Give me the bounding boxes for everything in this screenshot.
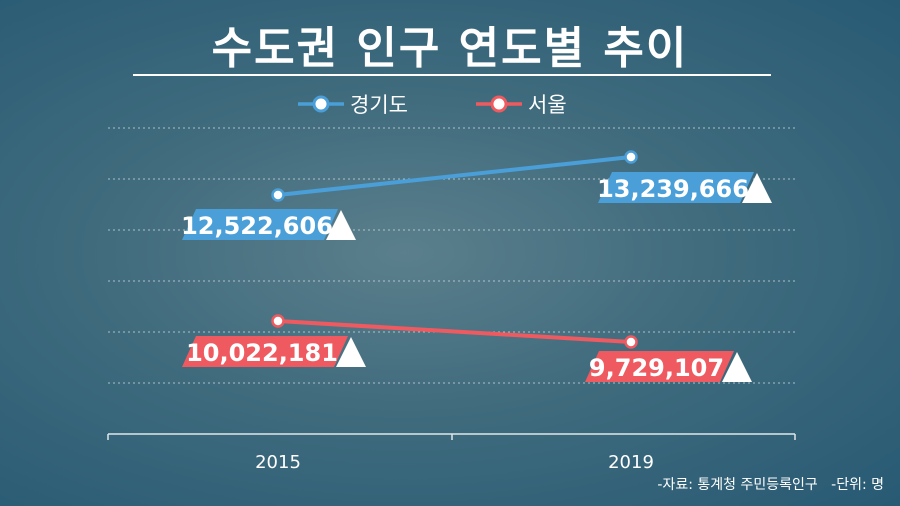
series-layer: 12,522,606 13,239,666 10,022,181 9,729,107	[181, 150, 772, 382]
source-note: -자료: 통계청 주민등록인구 -단위: 명	[657, 474, 884, 494]
data-point-1-1	[624, 335, 638, 349]
data-point-0-0	[271, 188, 285, 202]
source-text: -자료: 통계청 주민등록인구	[657, 477, 818, 493]
value-label-bg-1-1	[585, 351, 734, 382]
chart-title: 수도권 인구 연도별 추이	[211, 23, 689, 74]
legend-marker-0	[312, 95, 330, 113]
legend: 경기도 서울	[298, 93, 567, 117]
unit-text: -단위: 명	[831, 477, 884, 493]
value-label-1-1: 9,729,107	[589, 354, 724, 382]
x-tick-label-2019: 2019	[608, 452, 654, 473]
value-label-0-0: 12,522,606	[181, 212, 333, 240]
series-line-0	[277, 155, 632, 197]
data-point-0-1	[624, 150, 638, 164]
value-change-triangle-0-0	[326, 210, 356, 240]
x-tick-label-2015: 2015	[255, 452, 301, 473]
x-axis: 2015 2019	[107, 433, 796, 473]
legend-label-1: 서울	[528, 93, 567, 117]
data-point-1-0	[271, 314, 285, 328]
value-change-triangle-1-0	[336, 337, 366, 367]
value-label-1-0: 10,022,181	[186, 339, 338, 367]
value-change-triangle-0-1	[742, 173, 772, 203]
value-label-0-1: 13,239,666	[597, 175, 749, 203]
value-label-bg-0-0	[182, 209, 338, 240]
value-label-bg-1-0	[182, 336, 348, 367]
value-label-bg-0-1	[598, 172, 754, 203]
title-underline	[133, 74, 771, 76]
series-line-1	[277, 319, 632, 344]
value-change-triangle-1-1	[722, 352, 752, 382]
legend-marker-1	[490, 95, 508, 113]
legend-label-0: 경기도	[350, 93, 408, 117]
